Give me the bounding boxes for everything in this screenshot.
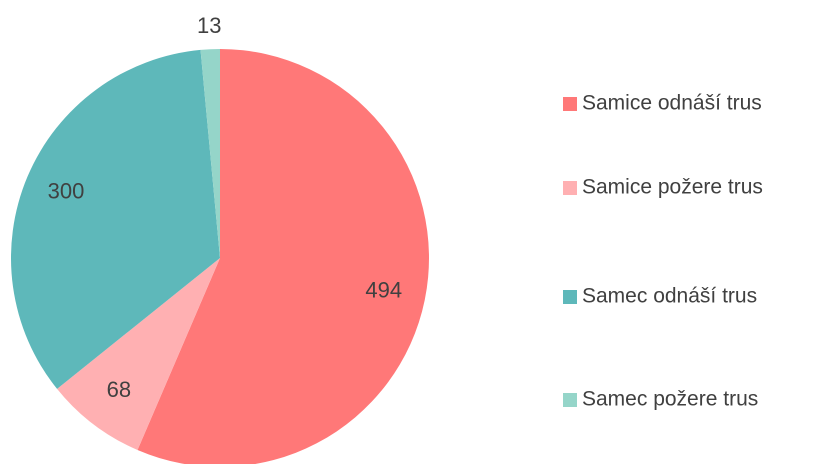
legend-label: Samec požere trus [582, 388, 758, 411]
legend-swatch [563, 181, 577, 195]
legend-swatch [563, 290, 577, 304]
legend-label: Samec odnáší trus [582, 285, 757, 308]
pie-slice [57, 258, 221, 451]
legend-swatch [563, 393, 577, 407]
data-label: 68 [107, 377, 131, 402]
data-label: 494 [365, 277, 402, 302]
pie-slice [137, 49, 429, 464]
legend-swatch [563, 97, 577, 111]
legend-label: Samice odnáší trus [582, 92, 762, 115]
data-label: 300 [48, 179, 85, 204]
pie-slice [200, 49, 220, 258]
pie-slice [11, 49, 220, 389]
legend-label: Samice požere trus [582, 176, 763, 199]
data-label: 13 [197, 13, 221, 38]
